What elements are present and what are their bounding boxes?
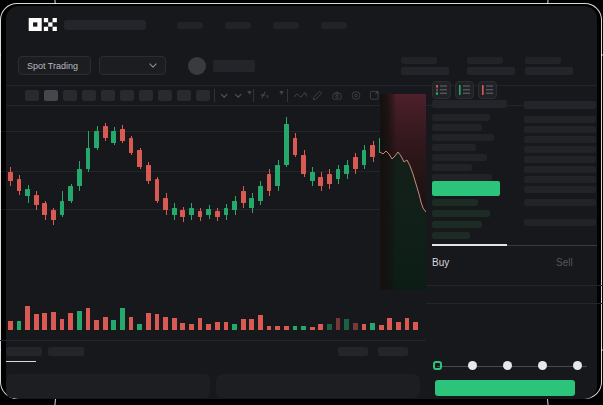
svg-text:x: x: [266, 93, 269, 99]
